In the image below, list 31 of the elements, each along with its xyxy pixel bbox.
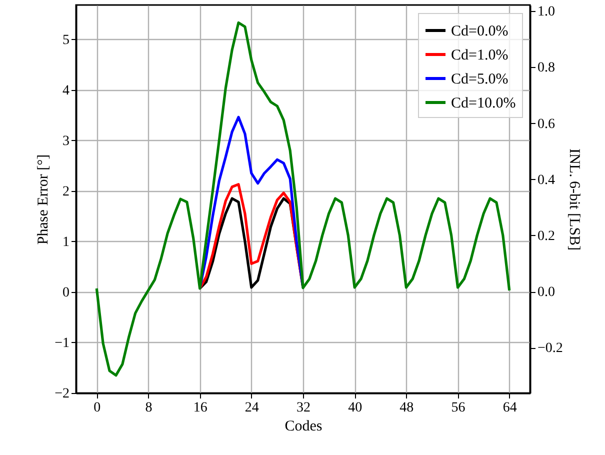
y2-tick-label: 0.8 bbox=[538, 60, 555, 76]
y-tick-label: 4 bbox=[62, 83, 70, 98]
y-tick-label: 5 bbox=[62, 32, 70, 48]
y-tick-label: 2 bbox=[62, 184, 70, 200]
x-tick-label: 32 bbox=[296, 400, 310, 416]
y2-tick-label: −0.2 bbox=[538, 341, 563, 356]
legend-label: Cd=5.0% bbox=[451, 72, 508, 88]
x-tick-label: 48 bbox=[400, 400, 414, 416]
y-tick-label: 0 bbox=[62, 285, 70, 300]
y2-tick-label: 0.0 bbox=[538, 285, 555, 300]
x-tick-label: 64 bbox=[502, 400, 517, 416]
y-tick-label: 3 bbox=[62, 134, 70, 149]
x-tick-label: 40 bbox=[348, 400, 362, 416]
y-tick-label: −2 bbox=[54, 386, 70, 402]
y2-tick-label: 0.6 bbox=[538, 116, 555, 132]
x-tick-label: 8 bbox=[145, 400, 152, 416]
x-tick-label: 24 bbox=[244, 400, 259, 416]
legend-label: Cd=1.0% bbox=[451, 48, 508, 64]
x-tick-label: 16 bbox=[193, 400, 208, 416]
x-tick-label: 0 bbox=[94, 400, 101, 416]
y-axis-title: Phase Error [°] bbox=[36, 154, 52, 245]
legend-label: Cd=0.0% bbox=[451, 24, 508, 40]
y-tick-label: 1 bbox=[62, 234, 70, 250]
x-tick-label: 56 bbox=[451, 400, 466, 416]
y2-tick-label: 0.2 bbox=[538, 228, 555, 244]
y-tick-label: −1 bbox=[54, 336, 70, 351]
x-axis-title: Codes bbox=[284, 418, 322, 434]
y2-tick-label: 1.0 bbox=[538, 4, 555, 20]
y2-axis-title: INL. 6-bit [LSB] bbox=[566, 148, 582, 251]
legend-label: Cd=10.0% bbox=[451, 96, 516, 112]
y2-tick-label: 0.4 bbox=[538, 172, 555, 188]
